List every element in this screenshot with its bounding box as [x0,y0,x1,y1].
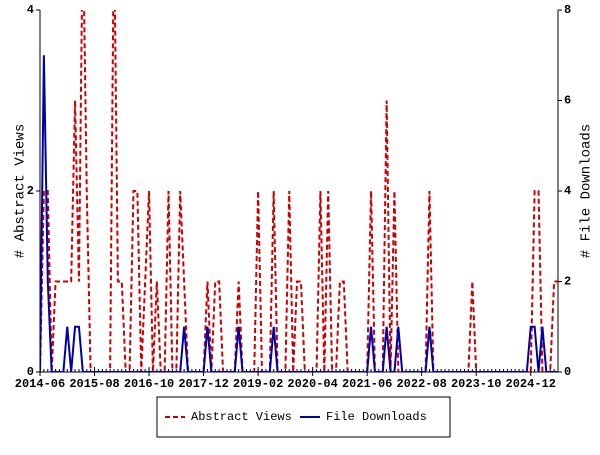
x-tick-label: 2022-08 [396,377,446,391]
x-tick-label: 2016-10 [124,377,174,391]
series-line [40,55,558,372]
x-tick-label: 2020-04 [287,377,337,391]
plot-area [40,10,558,372]
x-tick-label: 2019-02 [233,377,283,391]
y2-axis-title: # File Downloads [579,124,595,258]
y2-tick-label: 8 [564,3,571,17]
y2-tick-label: 4 [564,184,571,198]
y-axis-title: # Abstract Views [13,124,29,258]
y2-tick-label: 6 [564,94,571,108]
legend-label: File Downloads [326,410,427,424]
x-tick-label: 2023-10 [451,377,501,391]
y-tick-label: 4 [27,3,34,17]
series-line [40,10,558,372]
x-tick-label: 2015-08 [69,377,119,391]
x-tick-label: 2024-12 [506,377,556,391]
legend-label: Abstract Views [191,410,292,424]
x-tick-label: 2017-12 [178,377,228,391]
x-tick-label: 2014-06 [15,377,65,391]
y2-tick-label: 0 [564,365,571,379]
y2-tick-label: 2 [564,275,571,289]
y-tick-label: 2 [27,184,34,198]
y-tick-label: 0 [27,365,34,379]
x-tick-label: 2021-06 [342,377,392,391]
